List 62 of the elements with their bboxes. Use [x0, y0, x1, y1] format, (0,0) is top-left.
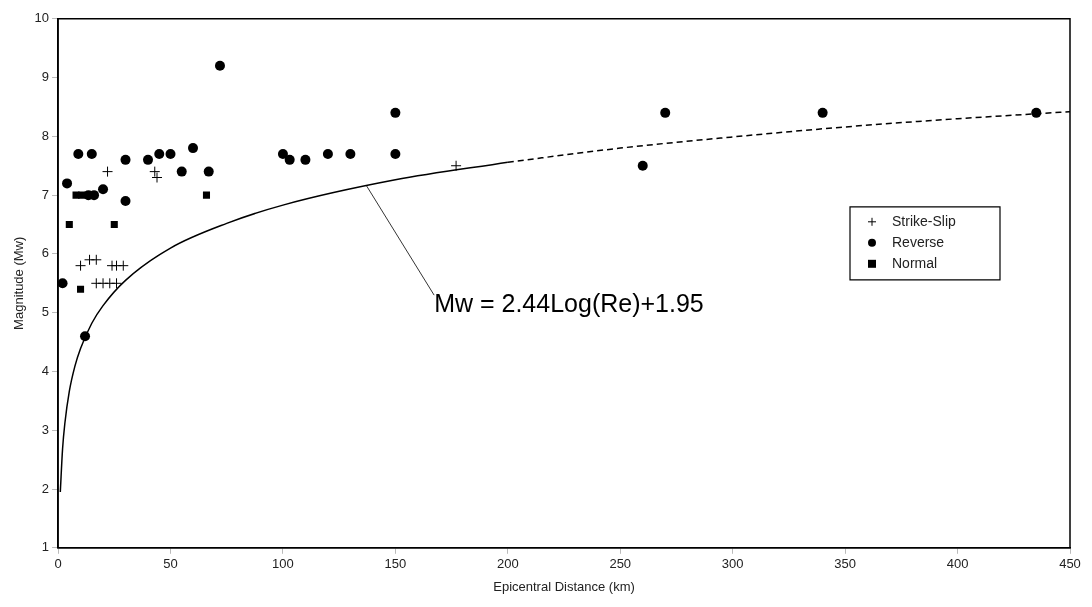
x-tick-label: 400 [946, 556, 969, 572]
y-axis-title: Magnitude (Mw) [11, 236, 27, 330]
x-tick-label: 300 [721, 556, 744, 572]
y-tick-label: 4 [41, 363, 50, 379]
point [637, 160, 648, 171]
point [77, 285, 85, 293]
y-tick-label: 2 [41, 480, 50, 496]
point [284, 154, 295, 165]
point [73, 148, 84, 159]
y-tick-label: 1 [41, 539, 50, 555]
y-tick-label: 3 [41, 421, 50, 437]
y-tick-label: 9 [41, 69, 50, 85]
point [817, 107, 828, 118]
y-tick-label: 5 [41, 304, 50, 320]
point [62, 178, 73, 189]
x-tick-label: 200 [496, 556, 519, 572]
point [660, 107, 671, 118]
point [90, 254, 102, 266]
y-tick-label: 7 [41, 186, 50, 202]
point [345, 148, 356, 159]
point [75, 260, 87, 272]
y-tick-label: 8 [41, 127, 50, 143]
x-tick-label: 100 [272, 556, 294, 572]
y-tick-label: 6 [41, 245, 50, 261]
x-tick-label: 250 [609, 556, 632, 572]
point [300, 154, 311, 165]
point [322, 148, 333, 159]
point [98, 184, 109, 195]
x-axis-title: Epicentral Distance (km) [493, 578, 635, 594]
point [390, 148, 401, 159]
x-tick-label: 0 [54, 556, 62, 572]
x-tick-label: 450 [1059, 556, 1081, 572]
point [110, 220, 118, 229]
legend-label: Normal [892, 254, 938, 271]
point [203, 166, 214, 177]
annotation: Mw = 2.44Log(Re)+1.95 [434, 289, 704, 318]
point [176, 166, 187, 177]
point [202, 191, 211, 199]
legend-label: Reverse [892, 233, 945, 250]
x-tick-label: 50 [163, 556, 178, 572]
point [277, 148, 288, 159]
point [111, 277, 123, 289]
point [58, 278, 68, 289]
legend-label: Strike-Slip [892, 212, 957, 229]
point [143, 154, 154, 165]
point [102, 166, 114, 178]
y-tick-label: 10 [34, 10, 50, 26]
x-tick-label: 150 [384, 556, 407, 572]
point [86, 148, 97, 159]
point [65, 220, 73, 229]
point [80, 331, 91, 342]
point [120, 196, 131, 207]
point [165, 148, 176, 159]
point [187, 143, 198, 154]
point [214, 60, 225, 71]
x-tick-label: 350 [834, 556, 856, 572]
point [1031, 107, 1042, 118]
point [117, 260, 129, 272]
point [450, 160, 462, 172]
point [390, 107, 401, 118]
point [154, 148, 165, 159]
point [120, 154, 131, 165]
